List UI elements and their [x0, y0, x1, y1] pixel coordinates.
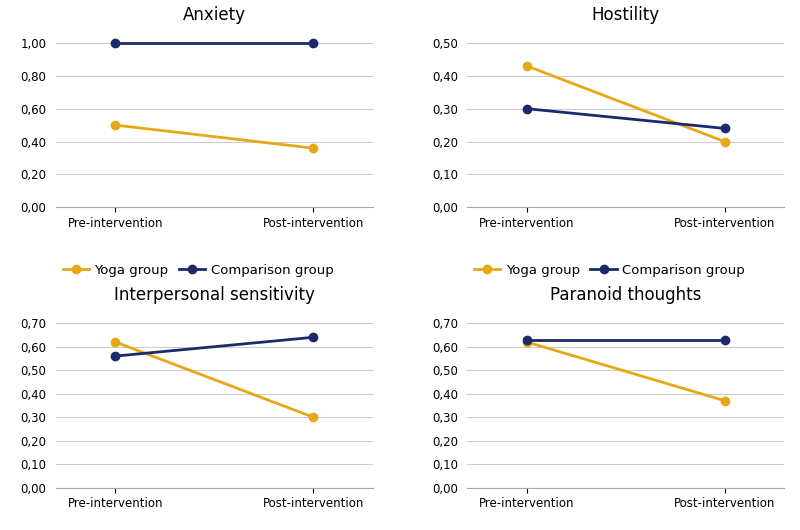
Title: Paranoid thoughts: Paranoid thoughts	[550, 286, 702, 304]
Title: Anxiety: Anxiety	[182, 5, 246, 23]
Title: Interpersonal sensitivity: Interpersonal sensitivity	[114, 286, 314, 304]
Legend: Yoga group, Comparison group: Yoga group, Comparison group	[62, 263, 334, 277]
Title: Hostility: Hostility	[592, 5, 660, 23]
Legend: Yoga group, Comparison group: Yoga group, Comparison group	[474, 263, 745, 277]
